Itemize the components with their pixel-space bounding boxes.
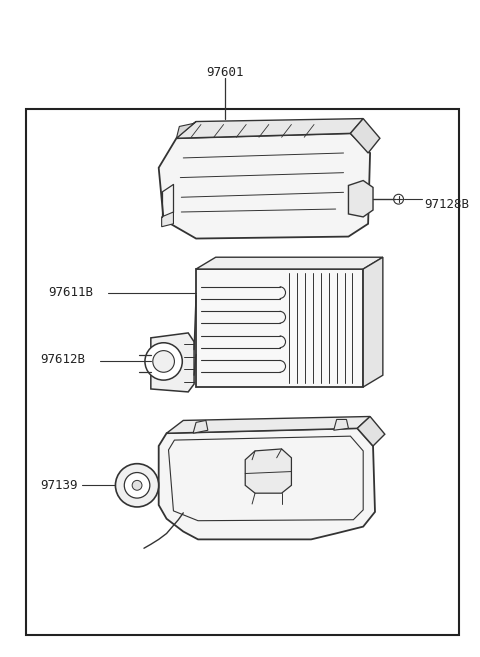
Polygon shape [162,212,173,227]
Text: 97128B: 97128B [424,198,469,211]
Circle shape [394,194,404,204]
Bar [196,269,363,387]
Polygon shape [176,122,196,138]
Polygon shape [350,119,380,153]
Circle shape [132,480,142,490]
Polygon shape [159,133,370,238]
Polygon shape [159,428,375,539]
Polygon shape [363,258,383,387]
Text: 97139: 97139 [41,479,78,492]
Circle shape [153,351,174,373]
Polygon shape [357,417,385,446]
Polygon shape [348,181,373,217]
Text: 97612B: 97612B [41,353,86,366]
Polygon shape [151,333,194,392]
Polygon shape [245,449,291,493]
Circle shape [145,343,182,380]
Polygon shape [176,119,363,138]
Polygon shape [167,417,370,433]
Polygon shape [196,258,383,269]
Text: 97601: 97601 [206,66,243,79]
Text: 97611B: 97611B [48,286,94,299]
Polygon shape [193,420,208,433]
Circle shape [115,464,159,507]
Polygon shape [334,419,348,430]
Circle shape [124,472,150,498]
Bar [26,109,458,635]
